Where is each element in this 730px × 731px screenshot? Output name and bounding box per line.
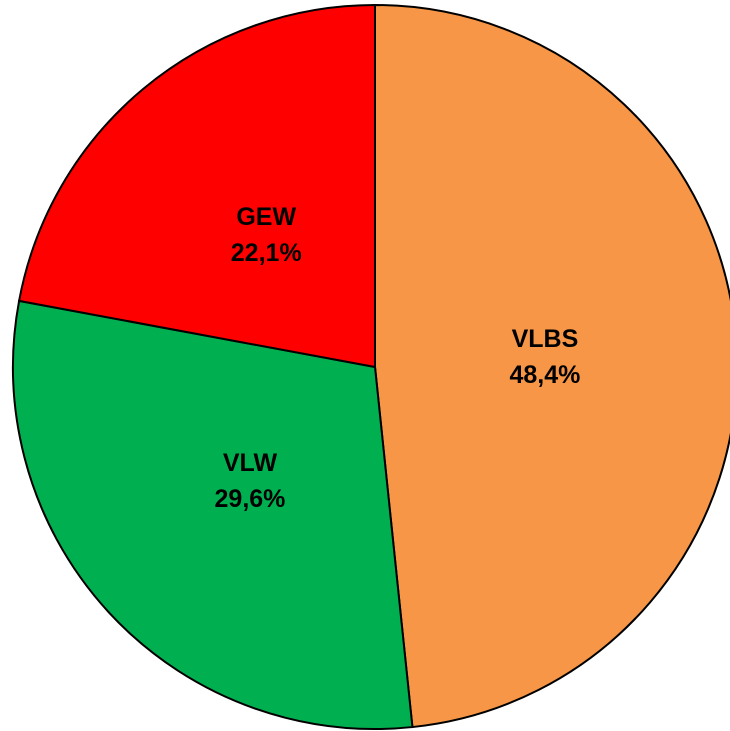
- slice-value-label: 22,1%: [231, 239, 302, 267]
- slice-value-label: 48,4%: [509, 361, 580, 389]
- pie-slice: [17, 3, 376, 369]
- slice-value-label: 29,6%: [215, 485, 286, 513]
- pie-slice: [12, 299, 414, 730]
- slice-label: VLBS: [512, 325, 579, 353]
- pie-slice: [374, 3, 730, 729]
- slice-label: GEW: [236, 203, 296, 231]
- slice-label: VLW: [223, 449, 278, 477]
